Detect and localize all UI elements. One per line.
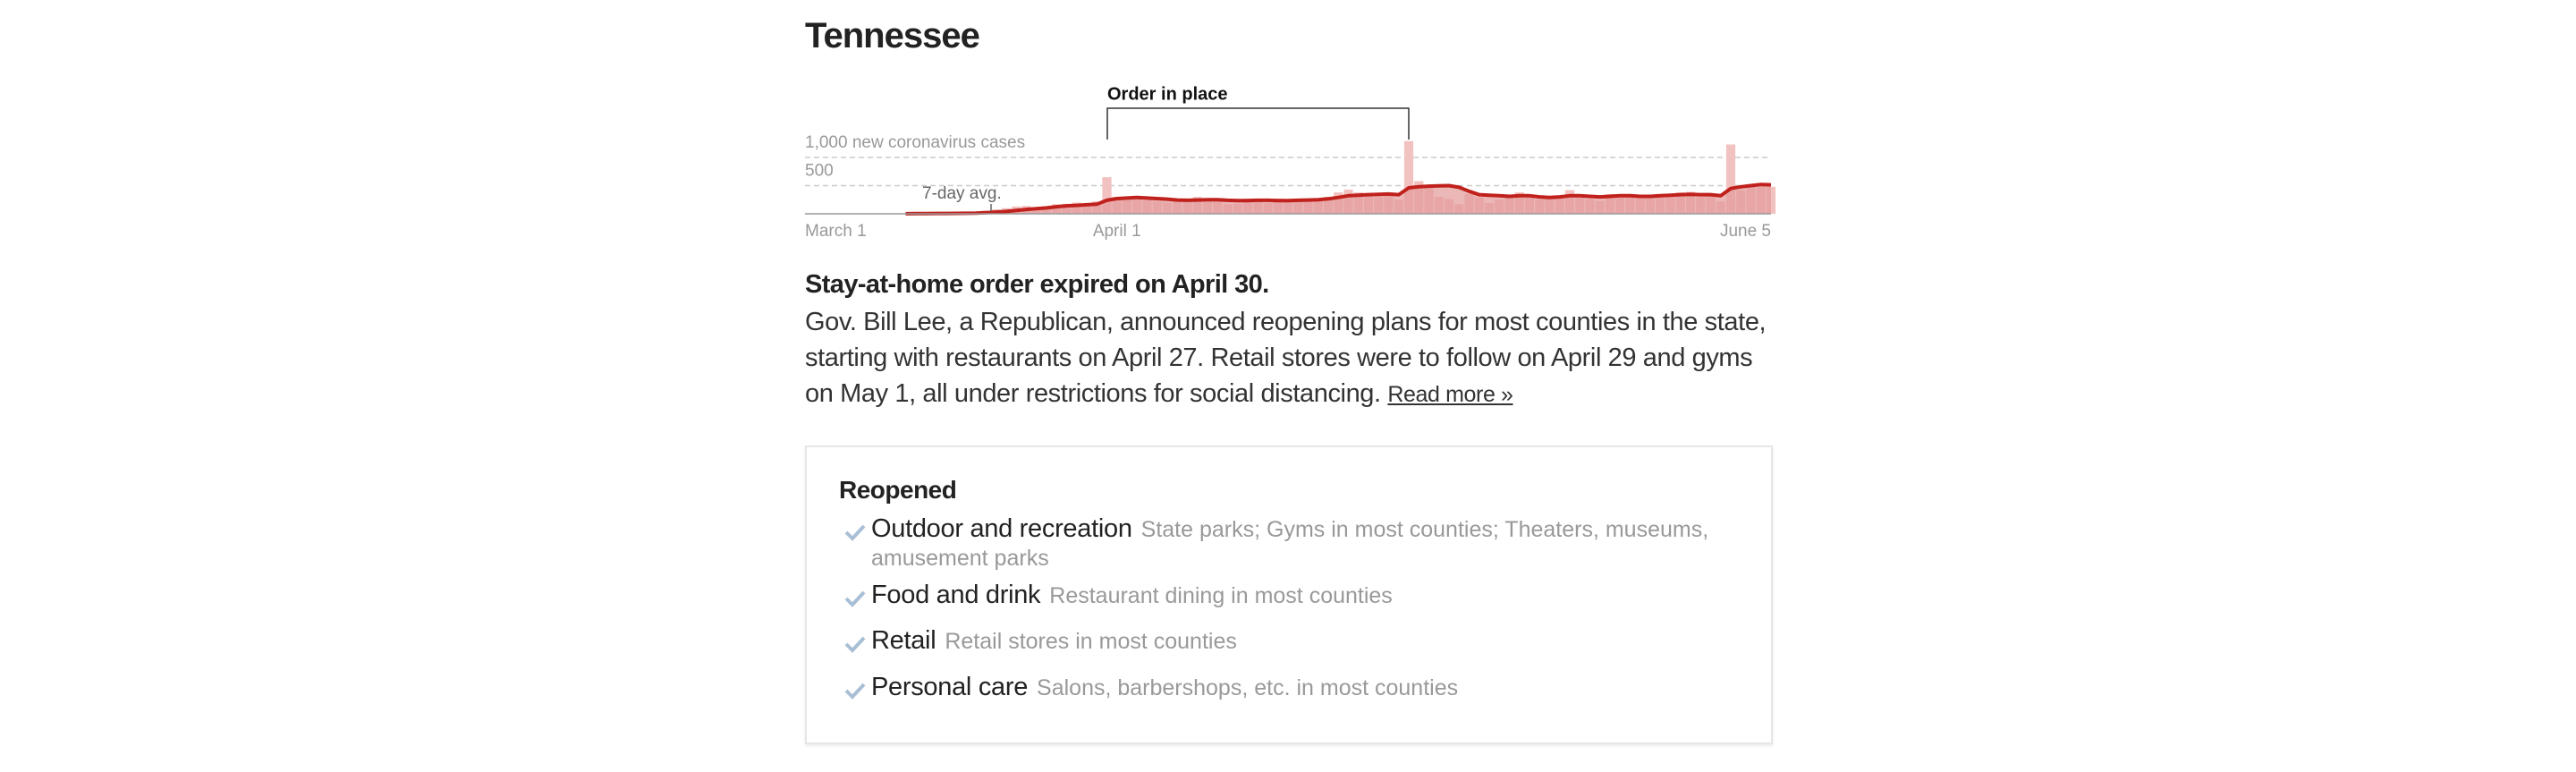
item-category: Food and drink — [871, 581, 1041, 609]
body-text: Gov. Bill Lee, a Republican, announced r… — [805, 308, 1767, 408]
state-title: Tennessee — [805, 16, 980, 55]
check-icon — [844, 590, 866, 607]
order-bracket — [1106, 107, 1410, 140]
check-icon — [844, 524, 866, 541]
avg-line — [905, 182, 1772, 216]
chart: Order in place 500 1,000 new coronavirus … — [805, 84, 1776, 241]
item-detail: State parks; Gyms in most counties; Thea… — [871, 517, 1709, 571]
y-tick-label: 1,000 new coronavirus cases — [805, 133, 1025, 152]
check-icon — [844, 683, 866, 700]
item-detail: Retail stores in most counties — [945, 629, 1237, 654]
read-more-link[interactable]: Read more » — [1387, 382, 1513, 407]
reopened-item: Personal care Salons, barbershops, etc. i… — [871, 674, 1712, 704]
check-path — [844, 683, 866, 700]
bar — [1403, 140, 1414, 214]
status-headline: Stay-at-home order expired on April 30. — [805, 270, 1269, 299]
reopened-title: Reopened — [839, 476, 957, 504]
reopened-item: Food and drink Restaurant dining in most … — [871, 582, 1712, 612]
item-detail: Restaurant dining in most counties — [1049, 583, 1393, 608]
line-label: 7-day avg. — [922, 184, 1002, 203]
check-path — [844, 524, 866, 541]
item-category: Retail — [871, 626, 936, 655]
item-category: Personal care — [871, 673, 1029, 701]
bar — [1725, 144, 1736, 214]
x-tick-label: March 1 — [805, 222, 867, 241]
item-detail: Salons, barbershops, etc. in most counti… — [1037, 675, 1459, 700]
annotation: Order in place — [1107, 84, 1228, 104]
y-tick-label: 500 — [805, 162, 834, 181]
check-icon — [844, 636, 866, 653]
x-tick-label: June 5 — [1720, 222, 1771, 241]
x-tick-label: April 1 — [1093, 222, 1141, 241]
item-category: Outdoor and recreation — [871, 514, 1132, 543]
check-path — [844, 590, 866, 607]
reopened-item: Retail Retail stores in most counties — [871, 628, 1712, 657]
reopened-box — [805, 445, 1773, 744]
reopened-item: Outdoor and recreation State parks; Gyms … — [871, 516, 1712, 574]
status-body: Gov. Bill Lee, a Republican, announced r… — [805, 304, 1780, 412]
bar — [1102, 177, 1112, 214]
check-path — [844, 636, 866, 653]
